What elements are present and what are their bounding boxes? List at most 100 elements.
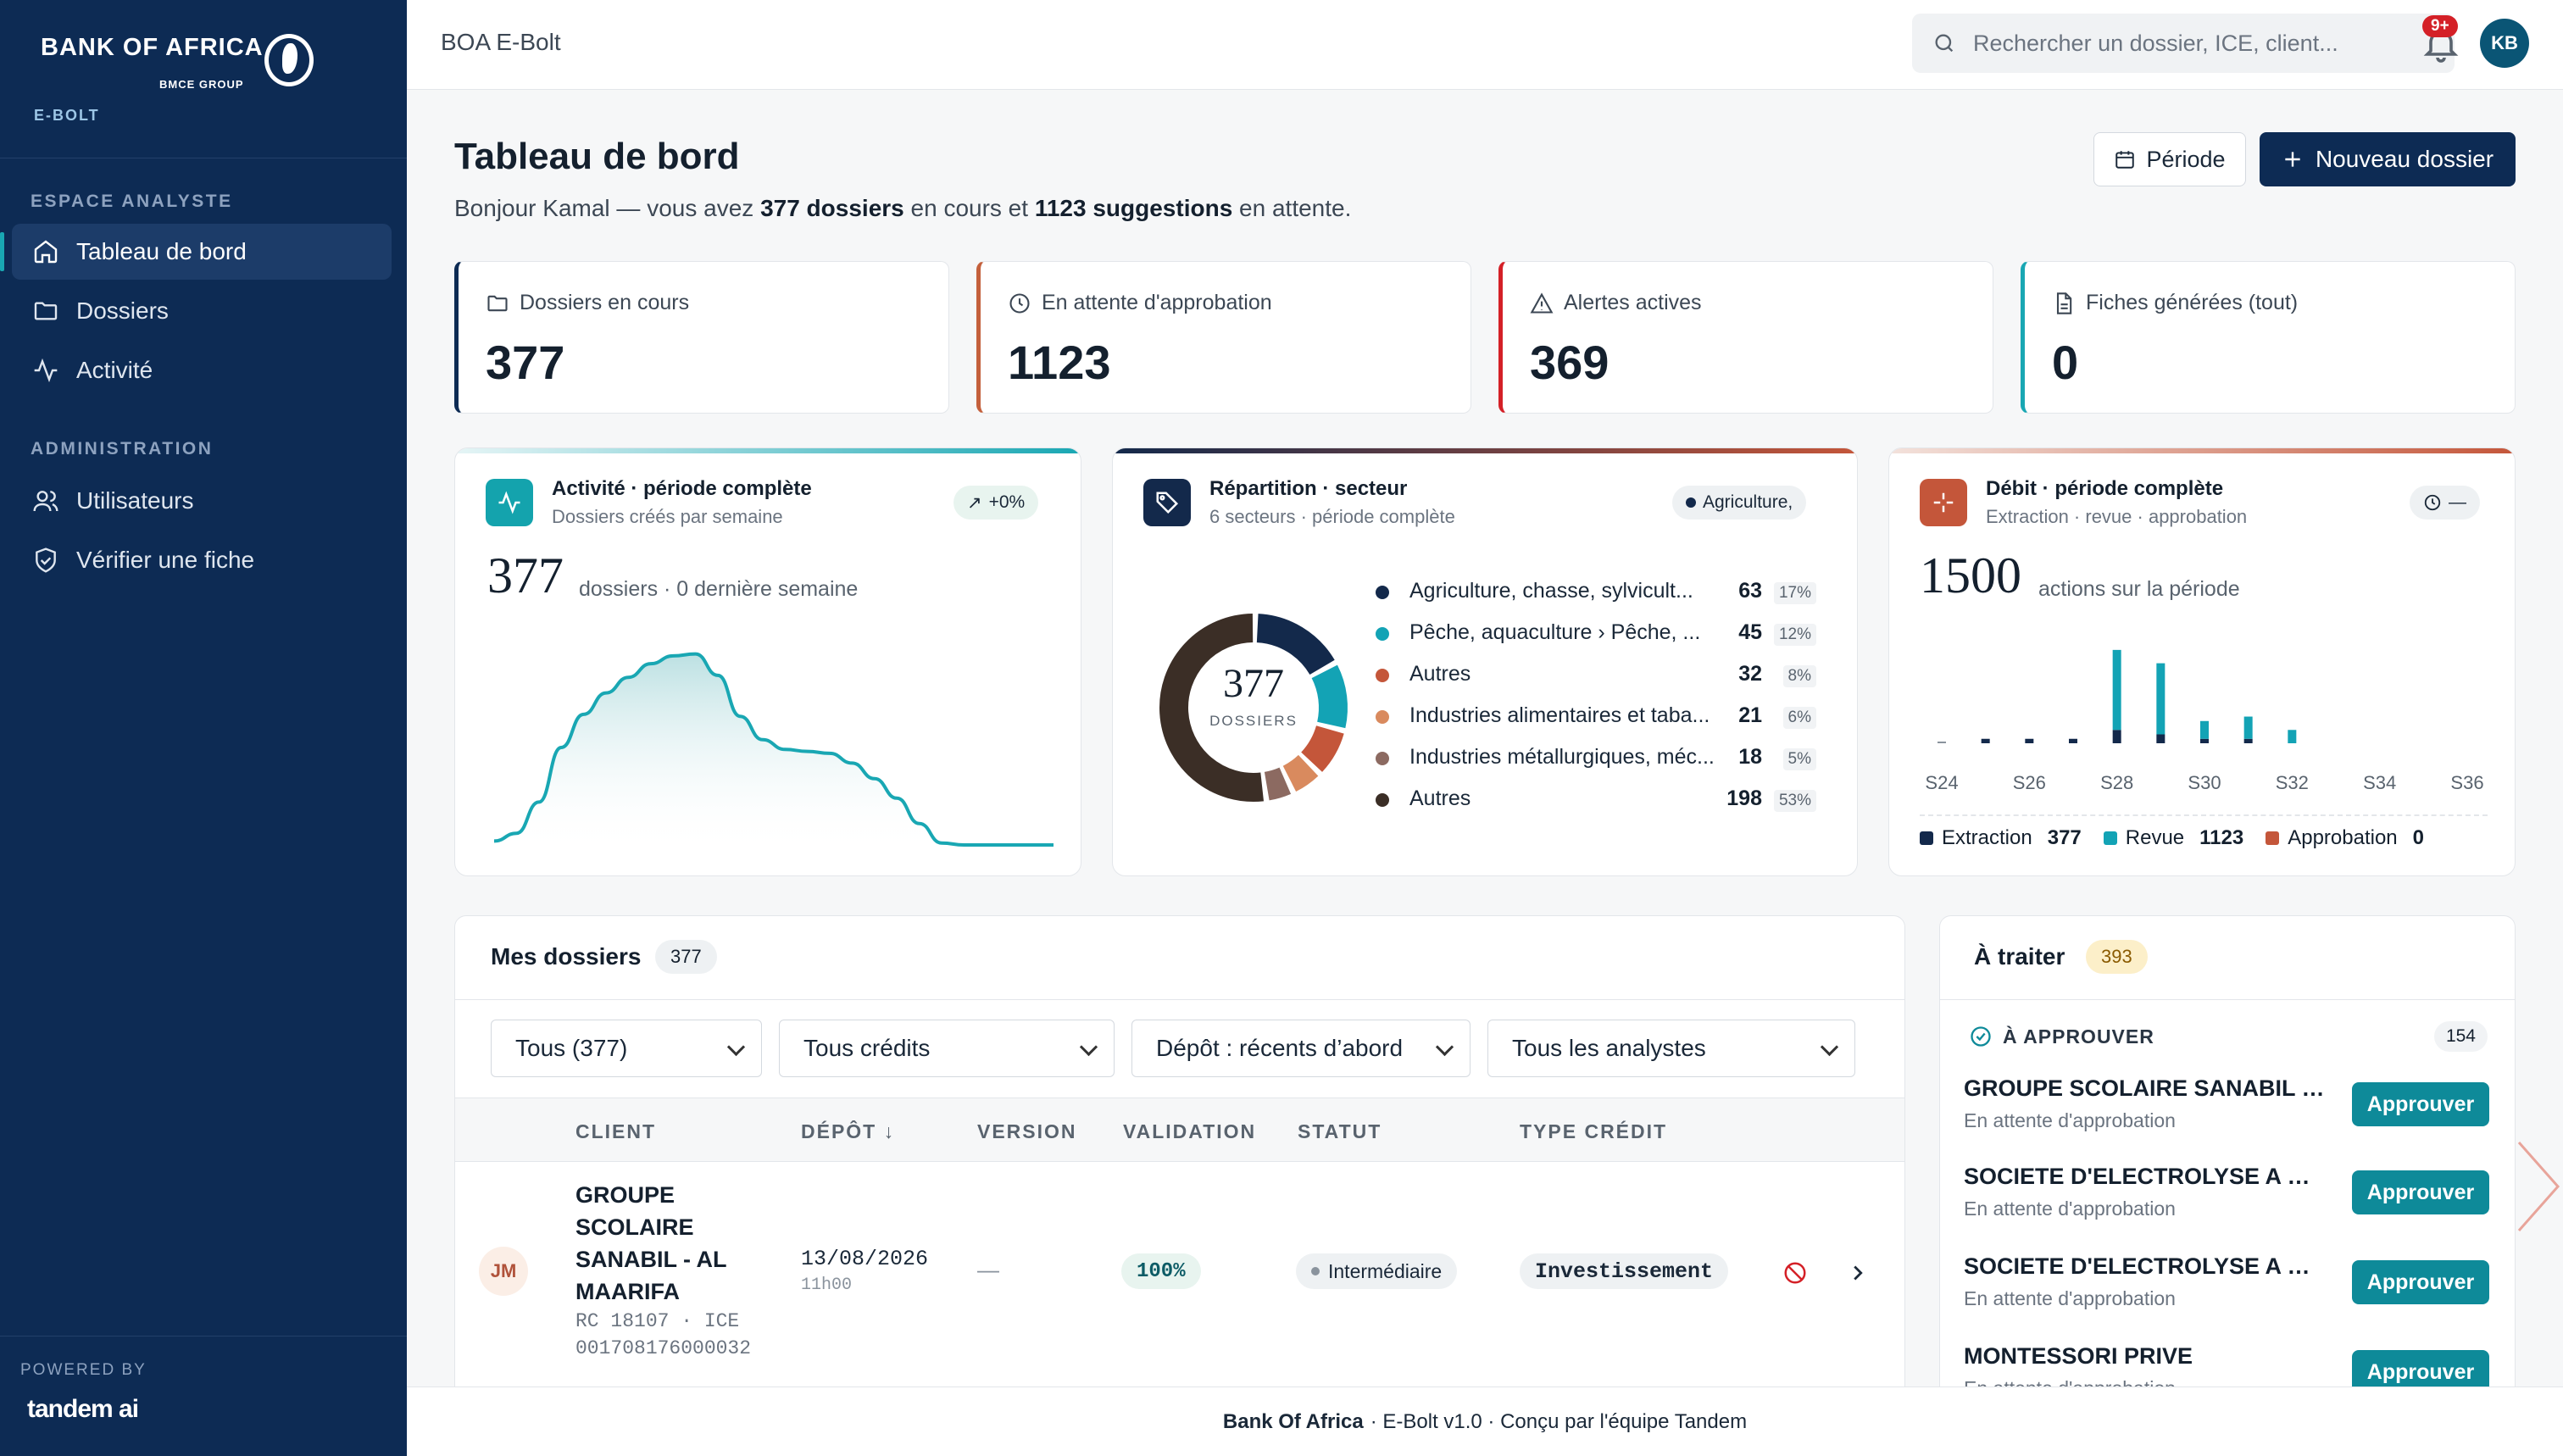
welcome-message: Bonjour Kamal — vous avez 377 dossiers e… — [454, 195, 1351, 222]
kpi-card-attente[interactable]: En attente d'approbation 1123 — [976, 261, 1471, 414]
filter-analyst-select[interactable]: Tous les analystes — [1487, 1020, 1855, 1077]
divider — [1940, 999, 2515, 1000]
debit-total: 1500 — [1920, 547, 2021, 603]
filter-sort-select[interactable]: Dépôt : récents d’abord — [1131, 1020, 1471, 1077]
donut-slice-5[interactable] — [1264, 767, 1292, 801]
x-tick-label: S34 — [2363, 772, 2396, 793]
legend-value: 18 — [1738, 745, 1762, 769]
sector-legend-item[interactable]: Industries métallurgiques, méc... 18 5% — [1376, 742, 1850, 775]
tandem-logo[interactable]: tandem ai — [27, 1395, 139, 1423]
sector-legend-item[interactable]: Agriculture, chasse, sylvicult... 63 17% — [1376, 575, 1850, 609]
approval-item-name[interactable]: SOCIETE D'ELECTROLYSE A ME... — [1964, 1164, 2328, 1189]
alert-triangle-icon — [1530, 292, 1554, 314]
card-accent — [1113, 448, 1857, 453]
sidebar-item-label: Activité — [76, 357, 153, 383]
donut-slice-1[interactable] — [1256, 614, 1335, 675]
legend-percent: 6% — [1782, 707, 1816, 729]
sidebar-item-utilisateurs[interactable]: Utilisateurs — [12, 473, 392, 529]
donut-slice-6[interactable] — [1159, 614, 1264, 802]
sector-filter-pill[interactable]: Agriculture, — [1672, 486, 1807, 520]
card-title: Répartition · secteur — [1209, 477, 1408, 500]
activity-area-fill — [494, 653, 1054, 853]
filter-status-select[interactable]: Tous (377) — [491, 1020, 762, 1077]
legend-percent: 53% — [1773, 790, 1816, 812]
x-tick-label: S24 — [1925, 772, 1958, 793]
section-count-badge: 154 — [2433, 1021, 2488, 1052]
approval-item-name[interactable]: MONTESSORI PRIVE — [1964, 1343, 2193, 1369]
client-name[interactable]: GROUPE SCOLAIRE SANABIL - AL MAARIFA — [575, 1182, 727, 1304]
clock-icon — [1009, 292, 1030, 314]
card-title: Débit · période complète — [1986, 477, 2224, 500]
filter-credit-select[interactable]: Tous crédits — [779, 1020, 1115, 1077]
sidebar-item-verifier-fiche[interactable]: Vérifier une fiche — [12, 532, 392, 588]
activity-point-w18 — [874, 778, 875, 779]
kpi-card-fiches[interactable]: Fiches générées (tout) 0 — [2021, 261, 2516, 414]
top-bar: BOA E-Bolt 9+ KB — [407, 0, 2563, 90]
legend-item: Revue 1123 — [2103, 826, 2243, 850]
approval-item-name[interactable]: GROUPE SCOLAIRE SANABIL - ... — [1964, 1075, 2328, 1101]
sector-legend-item[interactable]: Pêche, aquaculture › Pêche, ... 45 12% — [1376, 617, 1850, 651]
footer-brand: Bank Of Africa — [1222, 1409, 1364, 1433]
x-tick-label: S32 — [2276, 772, 2309, 793]
activity-point-w1 — [494, 841, 495, 842]
sidebar-item-activite[interactable]: Activité — [12, 342, 392, 398]
sidebar-item-dossiers[interactable]: Dossiers — [12, 283, 392, 339]
sector-legend-item[interactable]: Autres 32 8% — [1376, 659, 1850, 692]
legend-swatch — [1376, 793, 1389, 807]
legend-name: Autres — [1409, 786, 1471, 810]
donut-slice-2[interactable] — [1311, 664, 1348, 729]
activity-point-w22 — [964, 845, 965, 846]
approval-item-status: En attente d'approbation — [1964, 1287, 2176, 1309]
kpi-card-dossiers[interactable]: Dossiers en cours 377 — [454, 261, 949, 414]
card-accent — [1889, 448, 2515, 453]
sector-legend-item[interactable]: Autres 198 53% — [1376, 783, 1850, 817]
legend-name: Agriculture, chasse, sylvicult... — [1409, 579, 1693, 603]
x-tick-label: S30 — [2188, 772, 2221, 793]
approve-button[interactable]: Approuver — [2352, 1082, 2489, 1126]
column-client[interactable]: CLIENT — [575, 1120, 657, 1142]
approve-button[interactable]: Approuver — [2352, 1260, 2489, 1304]
sidebar-item-label: Vérifier une fiche — [76, 547, 255, 573]
dossiers-count-badge: 377 — [655, 940, 717, 974]
plus-icon — [2285, 152, 2300, 167]
debit-pill[interactable]: — — [2410, 486, 2480, 520]
bar-revue-S29 — [2156, 663, 2165, 735]
donut-slice-3[interactable] — [1300, 725, 1344, 772]
bar-extraction-S28 — [2112, 730, 2121, 743]
column-statut[interactable]: STATUT — [1298, 1120, 1382, 1142]
depot-time: 11h00 — [801, 1275, 853, 1295]
new-dossier-button[interactable]: Nouveau dossier — [2260, 132, 2516, 186]
brand-logo[interactable]: BANK OF AFRICA BMCE GROUP — [41, 34, 314, 91]
column-depot[interactable]: DÉPÔT ↓ — [801, 1120, 896, 1142]
approve-button[interactable]: Approuver — [2352, 1170, 2489, 1214]
sidebar-item-dashboard[interactable]: Tableau de bord — [0, 224, 392, 280]
kpi-value: 369 — [1530, 336, 1610, 389]
activity-point-w20 — [919, 823, 920, 824]
search-box[interactable] — [1912, 14, 2455, 73]
approval-item-status: En attente d'approbation — [1964, 1198, 2176, 1220]
legend-value: 198 — [1726, 786, 1762, 810]
card-subtitle: Extraction · revue · approbation — [1986, 506, 2248, 527]
client-meta: RC 18107 · ICE 001708176000032 — [575, 1308, 751, 1362]
bar-empty-S24 — [1938, 742, 1946, 743]
kpi-card-alertes[interactable]: Alertes actives 369 — [1498, 261, 1993, 414]
welcome-text: en cours et — [903, 195, 1035, 221]
search-input[interactable] — [1973, 30, 2414, 57]
column-validation[interactable]: VALIDATION — [1123, 1120, 1257, 1142]
forbidden-icon[interactable] — [1782, 1260, 1808, 1286]
donut-center-label: DOSSIERS — [1209, 713, 1298, 729]
column-version[interactable]: VERSION — [977, 1120, 1077, 1142]
column-type-credit[interactable]: TYPE CRÉDIT — [1520, 1120, 1668, 1142]
periode-button[interactable]: Période — [2093, 132, 2246, 186]
sector-legend-item[interactable]: Industries alimentaires et taba... 21 6% — [1376, 700, 1850, 734]
scroll-right-arrow-icon[interactable] — [2514, 1136, 2563, 1237]
donut-slice-4[interactable] — [1282, 754, 1319, 792]
bar-revue-S32 — [2288, 730, 2297, 743]
legend-percent: 5% — [1782, 748, 1816, 770]
user-avatar[interactable]: KB — [2480, 19, 2529, 68]
legend-name: Industries alimentaires et taba... — [1409, 703, 1710, 727]
approval-item-name[interactable]: SOCIETE D'ELECTROLYSE A ME... — [1964, 1253, 2328, 1279]
bar-revue-S31 — [2243, 716, 2253, 739]
approval-item-status: En attente d'approbation — [1964, 1109, 2176, 1131]
chevron-right-icon[interactable] — [1845, 1260, 1871, 1286]
